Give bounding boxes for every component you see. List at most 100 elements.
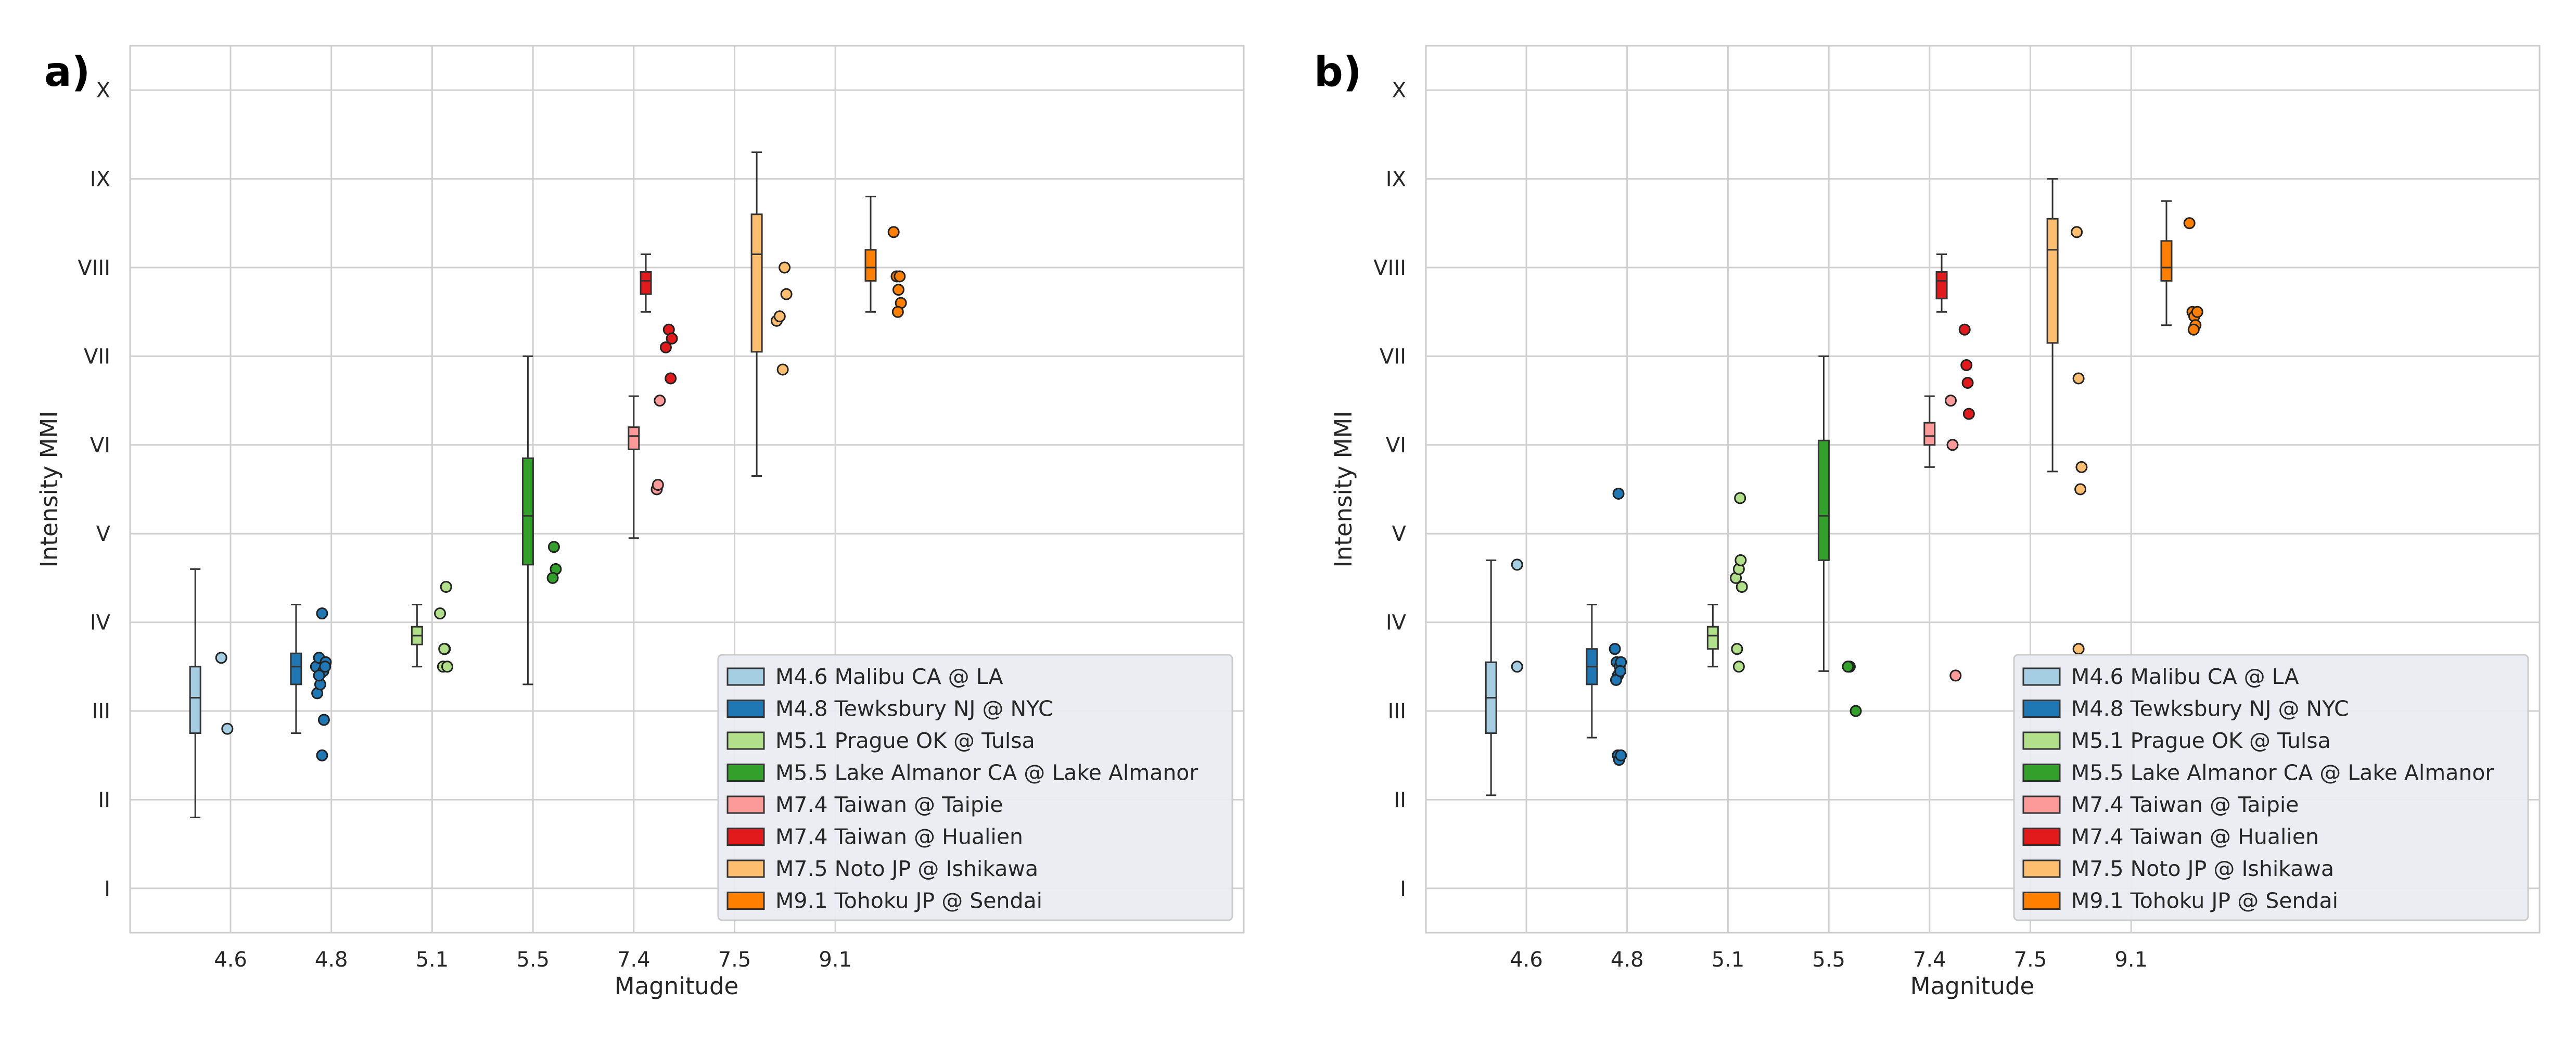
y-tick-label: VII (1380, 345, 1406, 369)
data-point (666, 332, 678, 345)
data-point (654, 395, 666, 407)
y-tick-label: I (1400, 877, 1406, 901)
legend-entry: M5.5 Lake Almanor CA @ Lake Almanor (2071, 760, 2494, 785)
x-tick-label: 5.1 (416, 948, 449, 972)
y-tick-label: I (104, 877, 110, 901)
legend-swatch (726, 859, 765, 878)
legend-box (2013, 654, 2529, 921)
data-point (1609, 643, 1621, 655)
x-tick-label: 5.5 (1812, 948, 1845, 972)
data-point (438, 643, 451, 655)
y-tick-label: III (92, 700, 110, 723)
data-point (1961, 377, 1974, 389)
data-point (1735, 554, 1747, 566)
data-point (1734, 492, 1746, 504)
data-point (1946, 439, 1959, 451)
legend-swatch (726, 828, 765, 846)
y-tick-label: VIII (1373, 256, 1406, 280)
data-point (2183, 217, 2196, 230)
legend-swatch (2022, 828, 2061, 846)
legend-entry: M7.4 Taiwan @ Hualien (2071, 824, 2319, 849)
y-tick-label: V (1392, 522, 1407, 546)
data-point (1511, 558, 1523, 571)
y-tick-label: X (96, 79, 110, 103)
data-point (892, 284, 904, 296)
data-point (779, 261, 791, 274)
data-point (1614, 665, 1627, 677)
legend-swatch (726, 764, 765, 782)
box-body (1923, 422, 1936, 446)
data-point (215, 652, 227, 664)
x-axis-label: Magnitude (1910, 972, 2034, 1000)
data-point (2187, 323, 2200, 336)
x-tick-label: 9.1 (2114, 948, 2148, 972)
x-tick-label: 7.4 (1913, 948, 1946, 972)
y-tick-label: VI (90, 434, 110, 458)
legend-swatch (726, 892, 765, 910)
legend-swatch (726, 700, 765, 718)
legend-entry: M4.6 Malibu CA @ LA (775, 664, 1003, 689)
data-point (2075, 461, 2088, 473)
legend-box (717, 654, 1233, 921)
legend-swatch (2022, 795, 2061, 814)
data-point (1949, 669, 1962, 682)
legend-swatch (726, 731, 765, 750)
x-tick-label: 4.6 (1510, 948, 1543, 972)
legend-entry: M9.1 Tohoku JP @ Sendai (2071, 888, 2338, 913)
data-point (780, 288, 793, 300)
data-point (1732, 661, 1745, 673)
data-point (1615, 749, 1627, 761)
box-body (2046, 218, 2059, 344)
box-body (521, 457, 534, 566)
panel-label: a) (44, 49, 90, 96)
data-point (891, 306, 904, 318)
data-point (776, 363, 789, 376)
y-tick-label: IV (1386, 611, 1407, 635)
y-tick-label: VII (84, 345, 110, 369)
x-tick-label: 4.8 (1611, 948, 1644, 972)
data-point (894, 270, 906, 283)
x-tick-label: 5.1 (1712, 948, 1745, 972)
data-point (319, 661, 331, 673)
data-point (659, 341, 672, 353)
data-point (1850, 705, 1862, 717)
legend-entry: M4.8 Tewksbury NJ @ NYC (2071, 696, 2349, 721)
legend-swatch (2022, 764, 2061, 782)
legend-entry: M7.4 Taiwan @ Taipie (775, 792, 1003, 817)
x-tick-label: 9.1 (819, 948, 852, 972)
data-point (547, 541, 560, 553)
data-point (441, 661, 453, 673)
box-body (1935, 271, 1948, 300)
data-point (221, 722, 234, 735)
x-tick-label: 7.4 (617, 948, 651, 972)
data-point (2074, 483, 2087, 496)
data-point (1960, 359, 1973, 371)
data-point (1511, 661, 1523, 673)
data-point (2191, 306, 2203, 318)
data-point (1731, 643, 1743, 655)
data-point (316, 607, 328, 620)
data-point (2071, 226, 2083, 238)
box-body (640, 271, 652, 295)
box-body (290, 652, 302, 685)
legend-entry: M7.5 Noto JP @ Ishikawa (2071, 856, 2334, 881)
box-body (864, 249, 877, 282)
legend-swatch (2022, 700, 2061, 718)
data-point (887, 226, 900, 238)
legend-entry: M9.1 Tohoku JP @ Sendai (775, 888, 1042, 913)
data-point (1962, 408, 1975, 420)
y-tick-label: III (1388, 700, 1406, 723)
box-body (628, 426, 640, 450)
box-body (1817, 439, 1830, 561)
data-point (2072, 643, 2085, 655)
y-tick-label: VIII (78, 256, 110, 280)
legend-swatch (726, 795, 765, 814)
data-point (652, 478, 664, 491)
data-point (665, 372, 677, 385)
data-point (1736, 580, 1748, 593)
data-point (1612, 488, 1625, 500)
legend-entry: M7.5 Noto JP @ Ishikawa (775, 856, 1038, 881)
x-tick-label: 5.5 (516, 948, 550, 972)
